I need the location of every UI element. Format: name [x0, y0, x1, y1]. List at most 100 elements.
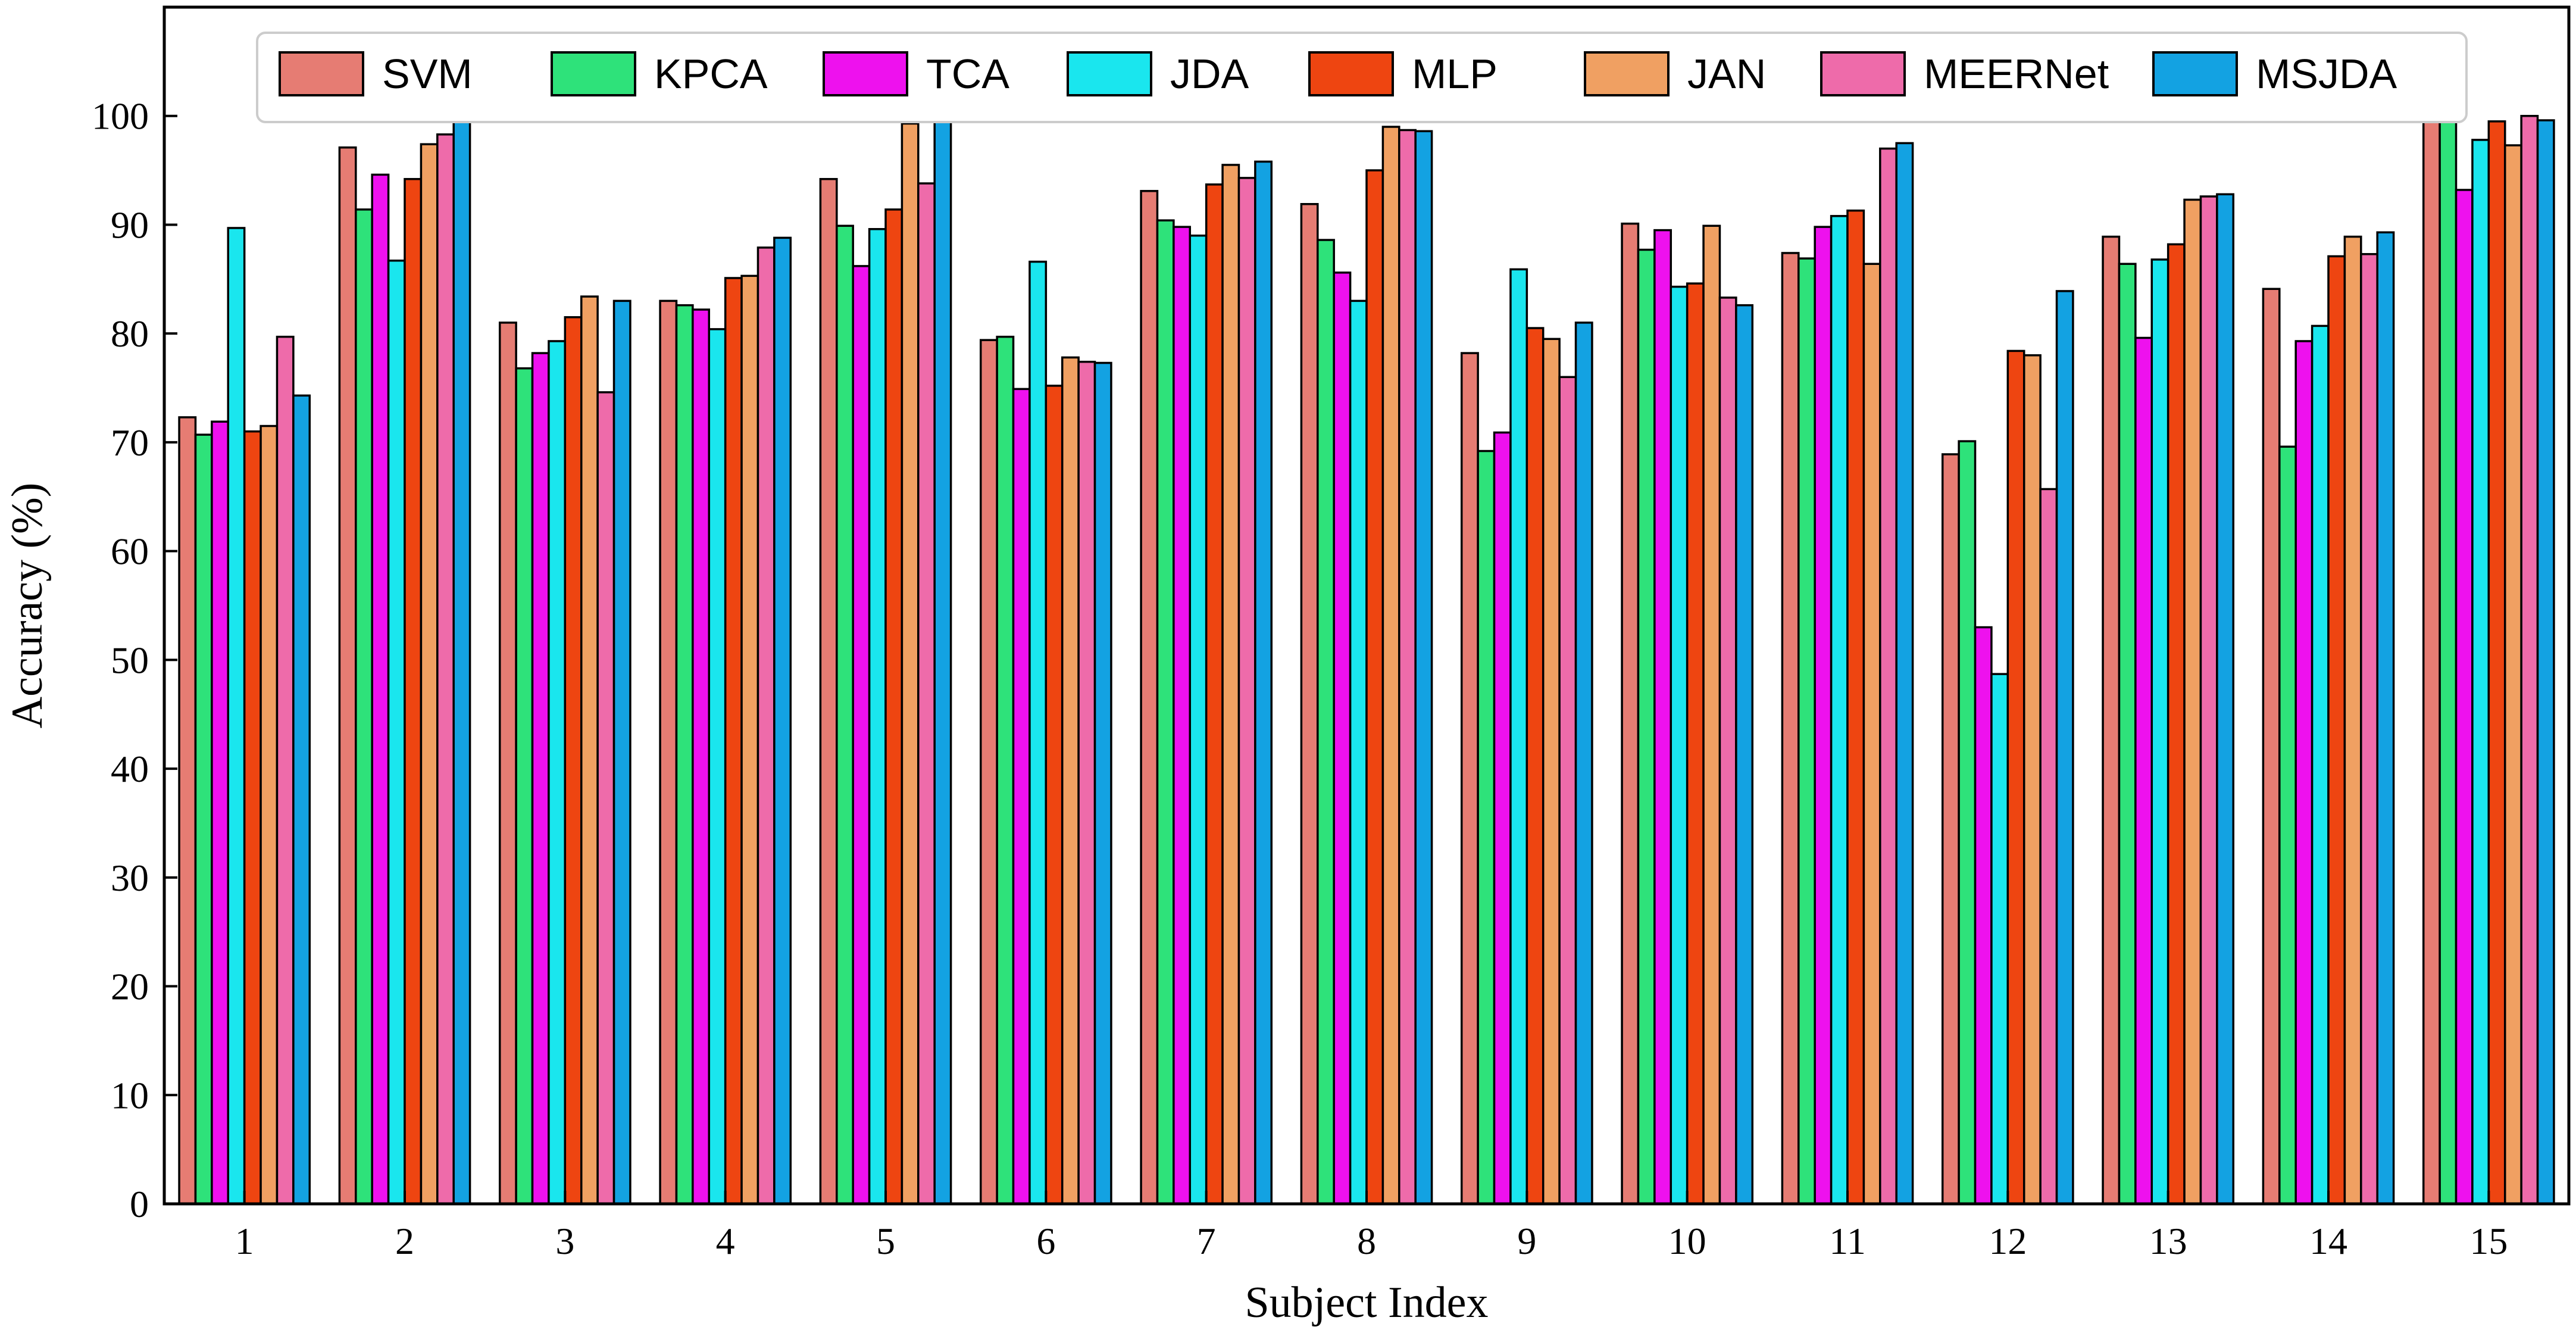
x-tick-label: 5: [876, 1220, 895, 1262]
legend-swatch-jda: [1067, 51, 1152, 96]
bar-tca-subject-8: [1333, 271, 1352, 1205]
bar-kpca-subject-7: [1156, 219, 1175, 1205]
legend-label-svm: SVM: [382, 51, 473, 97]
bar-kpca-subject-8: [1317, 239, 1335, 1205]
bar-mlp-subject-3: [564, 316, 583, 1205]
bar-msjda-subject-2: [452, 116, 471, 1205]
bar-svm-subject-4: [659, 299, 678, 1205]
bar-tca-subject-10: [1653, 229, 1672, 1205]
bar-jan-subject-8: [1381, 126, 1400, 1205]
bar-jda-subject-12: [1990, 673, 2009, 1205]
bar-mlp-subject-9: [1525, 327, 1545, 1205]
bar-tca-subject-6: [1012, 388, 1031, 1205]
bar-jda-subject-14: [2311, 324, 2330, 1205]
x-tick-label: 14: [2309, 1220, 2347, 1262]
bar-svm-subject-15: [2422, 114, 2441, 1205]
y-tick-label: 30: [111, 857, 149, 899]
x-tick-label: 11: [1829, 1220, 1866, 1262]
x-tick-label: 10: [1668, 1220, 1706, 1262]
bar-msjda-subject-13: [2216, 193, 2235, 1205]
bar-meernet-subject-1: [276, 335, 295, 1205]
bar-svm-subject-10: [1621, 222, 1640, 1205]
bar-msjda-subject-12: [2055, 290, 2074, 1205]
bar-jda-subject-6: [1028, 260, 1048, 1205]
bar-svm-subject-3: [498, 322, 517, 1205]
legend-label-msjda: MSJDA: [2256, 51, 2397, 97]
x-tick-label: 12: [1989, 1220, 2027, 1262]
bar-svm-subject-5: [819, 177, 838, 1205]
bar-tca-subject-3: [531, 352, 550, 1205]
bar-jan-subject-13: [2183, 198, 2202, 1205]
bar-kpca-subject-5: [836, 224, 854, 1205]
bar-jda-subject-15: [2471, 139, 2490, 1205]
bar-svm-subject-8: [1300, 202, 1319, 1205]
bar-jan-subject-6: [1061, 356, 1080, 1205]
x-tick-label: 9: [1517, 1220, 1536, 1262]
y-tick-label: 60: [111, 530, 149, 573]
bar-meernet-subject-10: [1718, 296, 1737, 1205]
bar-meernet-subject-15: [2520, 114, 2539, 1205]
bar-meernet-subject-9: [1558, 376, 1577, 1205]
bar-tca-subject-11: [1814, 226, 1833, 1205]
bar-svm-subject-11: [1781, 252, 1800, 1205]
bar-jda-subject-9: [1509, 268, 1528, 1205]
bar-kpca-subject-14: [2278, 445, 2297, 1205]
y-tick-label: 80: [111, 313, 149, 355]
bar-mlp-subject-8: [1365, 169, 1384, 1205]
bar-jan-subject-15: [2503, 144, 2522, 1205]
bar-jda-subject-3: [548, 340, 567, 1205]
bar-jan-subject-9: [1542, 338, 1561, 1205]
bar-jda-subject-7: [1189, 234, 1208, 1205]
bar-jan-subject-2: [420, 143, 439, 1205]
bar-jan-subject-11: [1862, 263, 1881, 1205]
x-tick-label: 15: [2469, 1220, 2508, 1262]
bar-svm-subject-14: [2262, 288, 2281, 1205]
legend-swatch-jan: [1584, 51, 1670, 96]
y-tick-label: 50: [111, 639, 149, 681]
bar-meernet-subject-8: [1398, 129, 1417, 1205]
bar-meernet-subject-11: [1879, 147, 1897, 1205]
bar-kpca-subject-10: [1637, 248, 1656, 1205]
bar-svm-subject-12: [1941, 453, 1960, 1205]
bar-kpca-subject-15: [2439, 114, 2458, 1205]
bar-mlp-subject-2: [404, 177, 423, 1205]
bars-group: [178, 114, 2555, 1205]
bar-jan-subject-7: [1221, 164, 1240, 1205]
bar-meernet-subject-7: [1237, 177, 1256, 1205]
y-tick-label: 10: [111, 1074, 149, 1116]
bar-kpca-subject-9: [1477, 450, 1496, 1205]
bar-jan-subject-5: [901, 122, 920, 1205]
bar-kpca-subject-13: [2118, 263, 2137, 1205]
legend-label-jan: JAN: [1687, 51, 1766, 97]
bar-tca-subject-13: [2134, 336, 2153, 1205]
bar-mlp-subject-15: [2487, 120, 2506, 1205]
x-tick-label: 13: [2149, 1220, 2187, 1262]
bar-mlp-subject-7: [1205, 183, 1224, 1205]
bar-mlp-subject-5: [884, 208, 904, 1205]
y-tick-label: 70: [111, 422, 149, 464]
x-tick-label: 7: [1197, 1220, 1216, 1262]
bar-jda-subject-11: [1830, 215, 1849, 1205]
bar-meernet-subject-3: [596, 391, 615, 1205]
bar-svm-subject-2: [338, 146, 357, 1205]
legend-label-mlp: MLP: [1412, 51, 1498, 97]
bar-msjda-subject-5: [933, 114, 952, 1205]
legend-label-kpca: KPCA: [654, 51, 768, 97]
bar-meernet-subject-12: [2039, 488, 2058, 1205]
bar-msjda-subject-1: [292, 394, 311, 1205]
bar-jda-subject-4: [708, 328, 727, 1205]
bar-msjda-subject-7: [1254, 160, 1273, 1205]
bar-msjda-subject-10: [1735, 304, 1754, 1205]
bar-tca-subject-9: [1493, 431, 1512, 1205]
bar-mlp-subject-14: [2327, 255, 2346, 1205]
bar-mlp-subject-11: [1846, 209, 1865, 1205]
bar-msjda-subject-15: [2536, 119, 2555, 1205]
bar-msjda-subject-8: [1414, 130, 1433, 1205]
legend-label-meernet: MEERNet: [1924, 51, 2109, 97]
bar-kpca-subject-6: [996, 335, 1015, 1205]
bar-meernet-subject-4: [756, 246, 776, 1205]
x-tick-label: 6: [1036, 1220, 1055, 1262]
bar-jda-subject-2: [387, 260, 406, 1205]
bar-mlp-subject-4: [724, 277, 743, 1205]
